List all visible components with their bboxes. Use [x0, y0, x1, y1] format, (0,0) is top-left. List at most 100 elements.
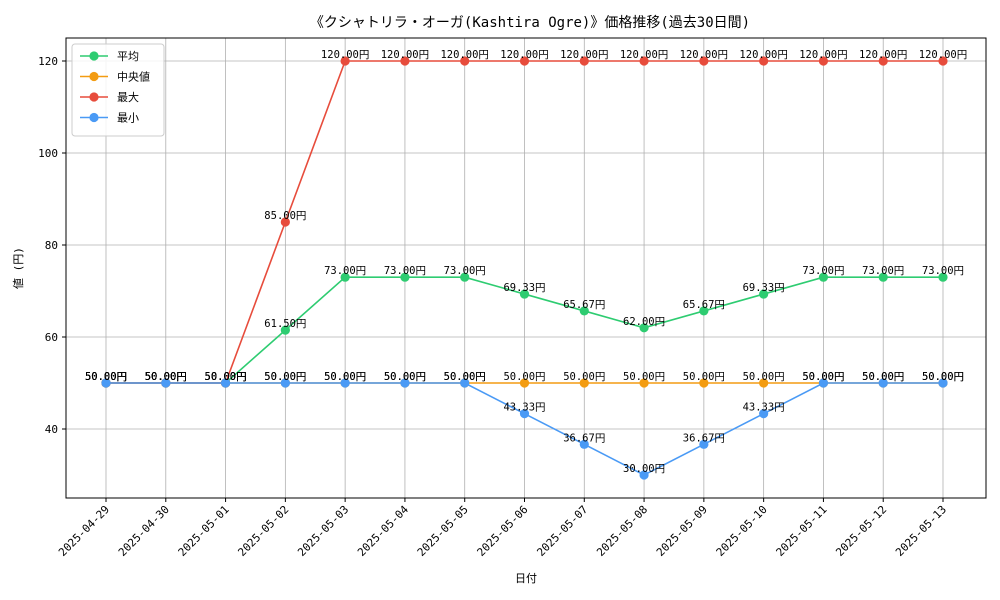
data-point [639, 323, 649, 333]
data-label: 50.00円 [205, 371, 247, 383]
legend-label: 最小 [117, 112, 139, 125]
data-label: 43.33円 [503, 402, 545, 414]
data-label: 120.00円 [799, 49, 847, 61]
data-point [519, 289, 530, 299]
data-label: 50.00円 [384, 371, 426, 383]
x-tick-label: 2025-04-29 [56, 503, 112, 559]
data-point [519, 378, 530, 388]
data-point [579, 378, 589, 388]
data-label: 50.00円 [922, 371, 964, 383]
data-point [878, 56, 888, 66]
data-label: 120.00円 [620, 49, 668, 61]
x-tick-label: 2025-05-09 [654, 503, 710, 559]
x-tick-label: 2025-05-10 [714, 503, 770, 559]
data-label: 50.00円 [145, 371, 187, 383]
data-label: 36.67円 [563, 432, 605, 444]
data-point [519, 56, 530, 66]
data-point [878, 378, 888, 388]
data-point [400, 378, 410, 388]
data-point [340, 272, 350, 282]
data-label: 50.00円 [384, 371, 426, 383]
data-label: 50.00円 [743, 371, 785, 383]
data-label: 50.00円 [623, 371, 665, 383]
data-point [639, 56, 649, 66]
data-label: 85.00円 [264, 210, 306, 222]
data-label: 73.00円 [862, 265, 904, 277]
data-label: 50.00円 [145, 371, 187, 383]
data-label-layer: 50.00円 50.00円 50.00円 61.50円 73.00円 73.00円 73.0… [85, 49, 967, 475]
data-point [699, 439, 709, 449]
data-label: 73.00円 [922, 265, 964, 277]
data-label: 50.00円 [802, 371, 844, 383]
data-label: 36.67円 [683, 432, 725, 444]
data-point [759, 409, 769, 419]
data-point [280, 378, 290, 388]
data-label: 50.00円 [145, 371, 187, 383]
grid-layer [66, 38, 986, 498]
x-tick-label: 2025-05-07 [534, 503, 590, 559]
data-point [340, 378, 350, 388]
data-label: 50.00円 [683, 371, 725, 383]
data-label: 50.00円 [85, 371, 127, 383]
legend-label: 平均 [117, 50, 139, 63]
data-label: 50.00円 [85, 371, 127, 383]
data-label: 65.67円 [563, 299, 605, 311]
data-point [818, 56, 829, 66]
y-tick-label: 120 [38, 55, 58, 68]
y-tick-label: 40 [45, 423, 58, 436]
data-point [579, 439, 589, 449]
data-label: 43.33円 [743, 402, 785, 414]
data-point [759, 56, 769, 66]
data-point [519, 409, 530, 419]
data-label: 50.00円 [444, 371, 486, 383]
data-point [818, 378, 829, 388]
data-point [579, 306, 589, 316]
data-label: 120.00円 [739, 49, 787, 61]
data-label: 50.00円 [205, 371, 247, 383]
x-tick-label: 2025-05-03 [295, 503, 351, 559]
data-label: 50.00円 [862, 371, 904, 383]
legend-label: 中央値 [117, 71, 150, 84]
data-point [639, 378, 649, 388]
x-tick-label: 2025-05-05 [415, 503, 471, 559]
data-point [400, 56, 410, 66]
x-tick-label: 2025-05-08 [594, 503, 650, 559]
data-point [938, 378, 948, 388]
data-point [699, 56, 709, 66]
x-tick-label: 2025-05-12 [833, 503, 889, 559]
data-label: 50.00円 [85, 371, 127, 383]
data-label: 120.00円 [560, 49, 608, 61]
data-label: 69.33円 [743, 282, 785, 294]
x-tick-label: 2025-05-02 [235, 503, 291, 559]
data-label: 61.50円 [264, 318, 306, 330]
data-point [400, 272, 410, 282]
data-label: 120.00円 [321, 49, 369, 61]
data-point [460, 272, 470, 282]
x-tick-label: 2025-05-11 [774, 503, 830, 559]
data-point [878, 272, 888, 282]
y-tick-label: 80 [45, 239, 58, 252]
x-tick-label: 2025-05-06 [475, 503, 531, 559]
data-label: 50.00円 [205, 371, 247, 383]
data-point [280, 325, 290, 335]
data-label: 73.00円 [324, 265, 366, 277]
data-point [101, 378, 111, 388]
data-label: 73.00円 [802, 265, 844, 277]
x-axis-label: 日付 [515, 572, 537, 585]
data-label: 50.00円 [862, 371, 904, 383]
legend-marker [89, 51, 99, 61]
data-label: 69.33円 [503, 282, 545, 294]
series-layer [101, 56, 948, 480]
legend-label: 最大 [117, 90, 139, 104]
data-label: 50.00円 [563, 371, 605, 383]
data-label: 120.00円 [500, 49, 548, 61]
data-point [220, 378, 231, 388]
x-tick-label: 2025-04-30 [116, 503, 172, 559]
data-point [759, 289, 769, 299]
legend-marker [89, 112, 99, 123]
x-tick-label: 2025-05-04 [355, 503, 411, 559]
x-tick-label: 2025-05-01 [176, 503, 232, 559]
data-label: 65.67円 [683, 299, 725, 311]
